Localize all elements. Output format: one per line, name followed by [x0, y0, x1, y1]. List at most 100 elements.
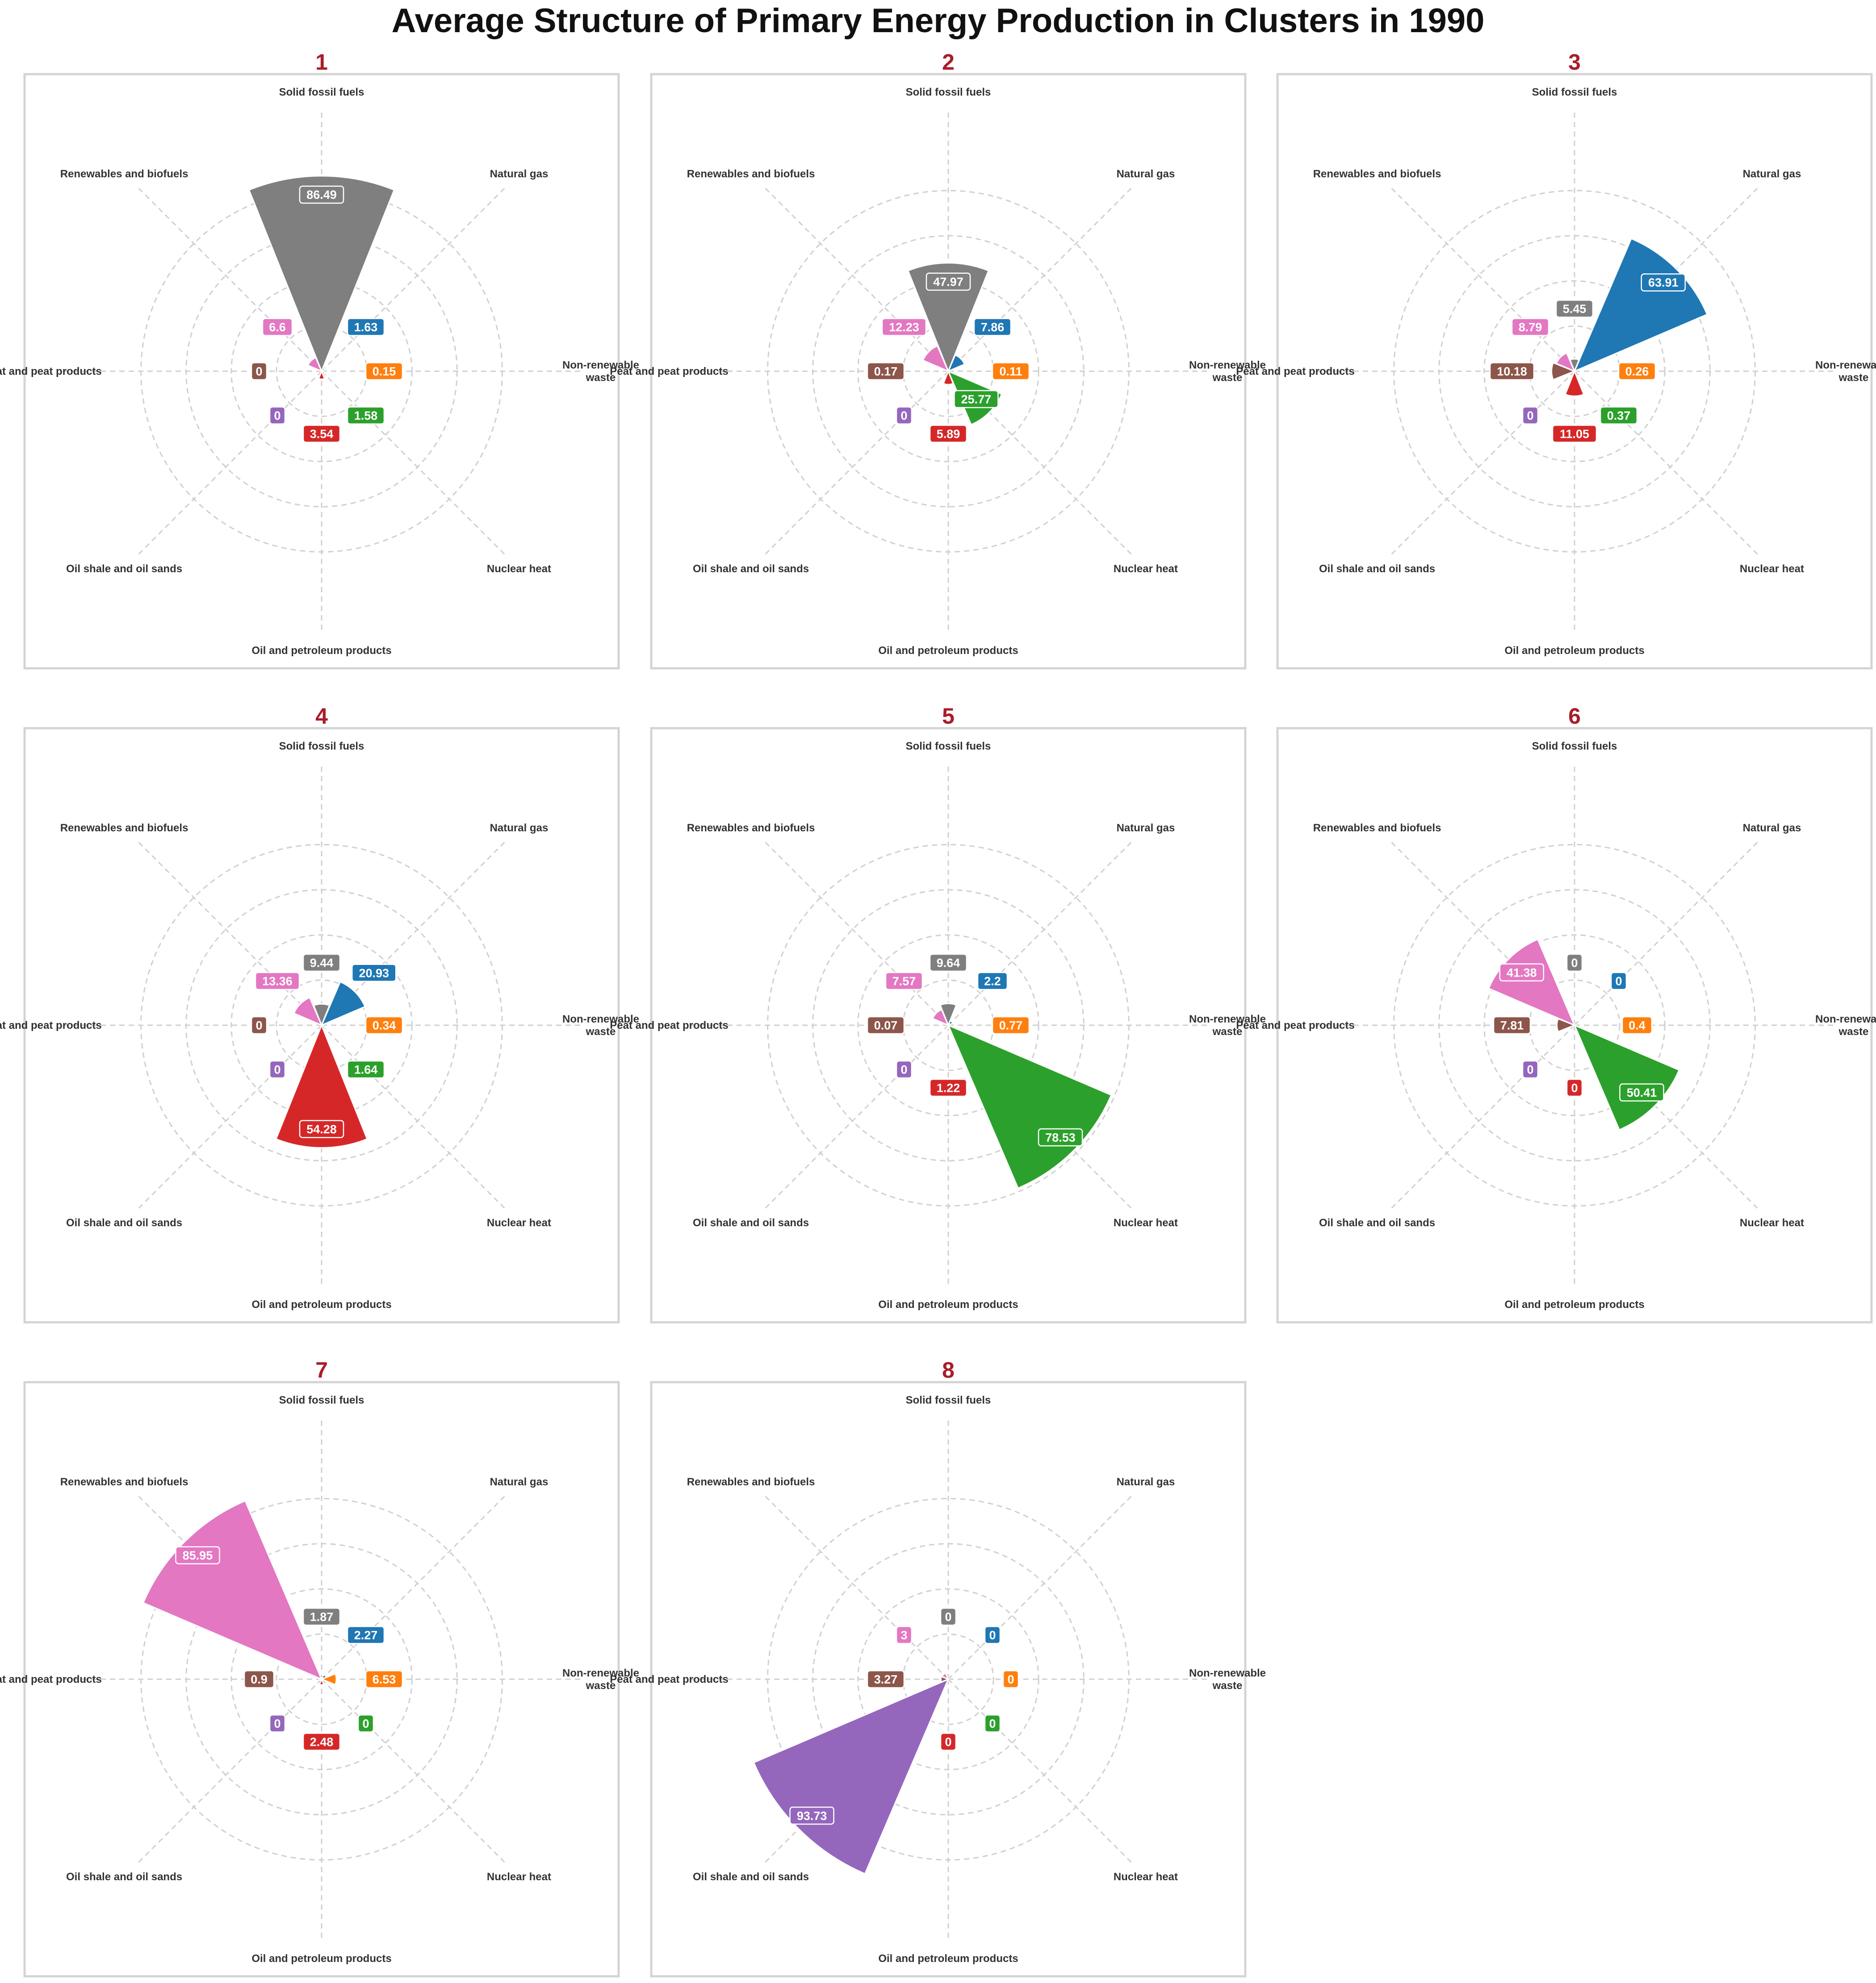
category-label-peat-and-peat-products: Peat and peat products: [610, 1673, 728, 1685]
grid-spoke: [1574, 370, 1760, 557]
value-label: 0: [269, 1714, 286, 1733]
value-label-text: 2.2: [984, 975, 1001, 988]
value-label-box: [867, 362, 905, 381]
value-label-text: 0.4: [1629, 1019, 1646, 1032]
category-label-peat-and-peat-products: Peat and peat products: [1236, 365, 1354, 377]
value-label: 50.41: [1619, 1083, 1664, 1102]
value-label: 1.63: [347, 318, 385, 336]
value-label-box: [1489, 362, 1535, 381]
figure-title: Average Structure of Primary Energy Prod…: [392, 2, 1485, 40]
value-label-text: 78.53: [1045, 1131, 1076, 1145]
category-label-peat-and-peat-products: Peat and peat products: [1236, 1019, 1354, 1031]
grid-spoke: [1389, 1024, 1575, 1211]
value-label: 0.17: [867, 362, 905, 381]
value-label-box: [1618, 362, 1656, 381]
category-label-renewables-and-biofuels: Renewables and biofuels: [687, 1476, 815, 1488]
value-label-box: [929, 424, 967, 443]
value-label: 0: [940, 1607, 957, 1626]
value-label-box: [984, 1626, 1001, 1644]
grid-spoke: [1574, 186, 1760, 372]
wedge-natural-gas: [947, 354, 966, 373]
wedge-solid-fossil-fuels: [248, 175, 395, 373]
value-label-text: 5.45: [1563, 302, 1587, 316]
value-label-box: [1566, 953, 1583, 972]
value-label-box: [347, 1626, 385, 1644]
value-label-text: 50.41: [1627, 1086, 1657, 1099]
value-label: 0.9: [243, 1670, 275, 1689]
grid-spoke: [763, 1494, 949, 1680]
value-label-box: [1610, 972, 1627, 990]
panel-title-6: 6: [1568, 704, 1581, 729]
value-label-text: 0.9: [251, 1673, 268, 1686]
value-label: 0: [1522, 1060, 1539, 1079]
panel-title-7: 7: [315, 1358, 328, 1383]
grid-spoke: [1389, 186, 1575, 372]
wedge-renewables-and-biofuels: [931, 1008, 950, 1027]
category-label-oil-shale-and-oil-sands: Oil shale and oil sands: [66, 1871, 182, 1883]
panels-group: 1 Solid fossil fuels Natural gas Non-renewa…: [0, 50, 1876, 1978]
value-label: 0: [984, 1714, 1001, 1733]
value-label-box: [251, 362, 268, 381]
wedge-natural-gas: [1573, 238, 1708, 373]
value-label-text: 1.87: [310, 1610, 334, 1624]
value-label-text: 3: [900, 1629, 907, 1642]
value-label: 0: [896, 406, 913, 425]
value-label: 25.77: [954, 390, 999, 408]
category-label-peat-and-peat-products: Peat and peat products: [0, 1019, 102, 1031]
value-label: 0: [896, 1060, 913, 1079]
value-label: 13.36: [255, 972, 300, 990]
value-label-text: 0: [945, 1610, 951, 1624]
value-label: 11.05: [1552, 424, 1597, 443]
value-label: 47.97: [925, 273, 971, 291]
value-label-text: 0: [274, 1063, 281, 1076]
value-label-text: 6.53: [373, 1673, 396, 1686]
grid-spoke: [321, 1494, 507, 1680]
panel-title-2: 2: [942, 50, 955, 75]
panel-frame: [23, 727, 620, 1324]
value-label: 5.89: [929, 424, 967, 443]
panel-frame: [1276, 73, 1873, 670]
value-label: 0: [251, 1016, 268, 1035]
grid-spoke: [1389, 840, 1575, 1026]
grid-spoke: [136, 370, 322, 557]
grid-spoke: [1574, 1024, 1760, 1211]
value-label-text: 0: [255, 365, 262, 378]
value-label-box: [977, 972, 1008, 990]
cluster-panel-6: 6 Solid fossil fuels Natural gas Non-renewa…: [1236, 704, 1876, 1324]
grid-ring: [1483, 280, 1666, 462]
value-label-box: [1522, 406, 1539, 425]
panel-frame: [23, 73, 620, 670]
value-label-text: 63.91: [1648, 276, 1679, 289]
value-label: 8.79: [1511, 318, 1549, 336]
value-label-text: 0.26: [1625, 365, 1649, 378]
value-label-box: [896, 1626, 913, 1644]
value-label: 0.15: [365, 362, 403, 381]
category-label-peat-and-peat-products: Peat and peat products: [0, 365, 102, 377]
value-label: 2.2: [977, 972, 1008, 990]
category-label-oil-and-petroleum-products: Oil and petroleum products: [878, 1299, 1018, 1311]
value-label-box: [1621, 1016, 1653, 1035]
value-label-box: [1566, 1078, 1583, 1097]
panel-title-4: 4: [315, 704, 328, 729]
wedge-oil-and-petroleum-products: [318, 369, 326, 380]
grid-spoke: [763, 840, 949, 1026]
wedge-oil-and-petroleum-products: [946, 1023, 951, 1029]
value-label: 78.53: [1038, 1128, 1083, 1147]
value-label-box: [302, 953, 341, 972]
wedge-renewables-and-biofuels: [1555, 352, 1576, 373]
value-label: 2.27: [347, 1626, 385, 1644]
value-label-text: 0: [1527, 1063, 1533, 1076]
value-label-text: 1.22: [937, 1082, 960, 1095]
category-label-oil-shale-and-oil-sands: Oil shale and oil sands: [693, 1871, 809, 1883]
cluster-panel-4: 4 Solid fossil fuels Natural gas Non-renewa…: [0, 704, 639, 1324]
wedge-renewables-and-biofuels: [941, 1672, 950, 1681]
value-label: 0: [251, 362, 268, 381]
value-label-box: [302, 1607, 341, 1626]
value-label: 0: [269, 1060, 286, 1079]
value-label: 2.48: [302, 1732, 341, 1751]
value-label-box: [347, 406, 385, 425]
wedge-renewables-and-biofuels: [307, 356, 323, 373]
cluster-panel-5: 5 Solid fossil fuels Natural gas Non-renewa…: [610, 704, 1266, 1324]
